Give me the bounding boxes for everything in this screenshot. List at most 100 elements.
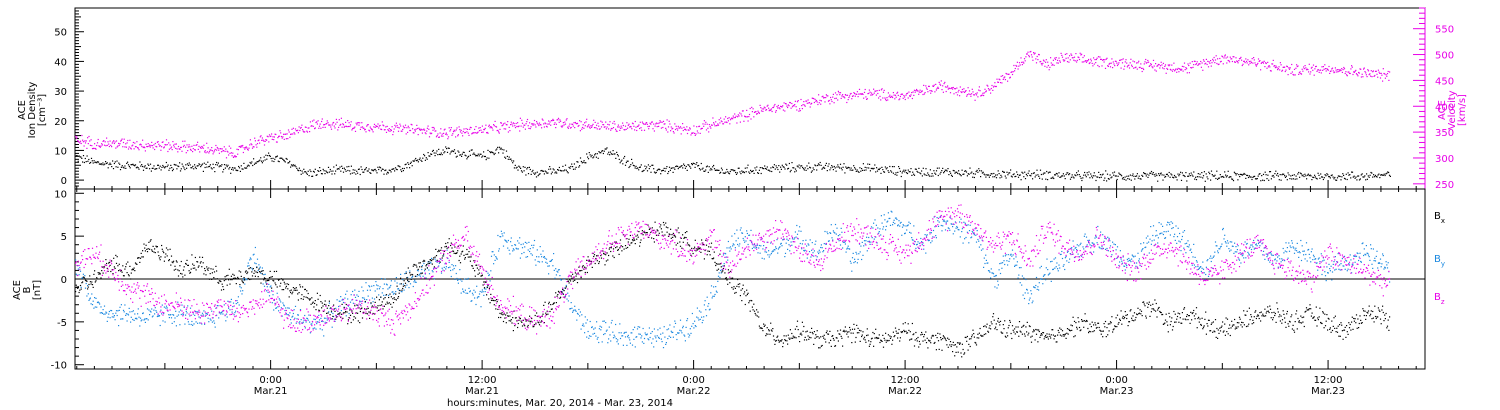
data-point <box>1152 172 1154 174</box>
data-point <box>372 169 374 171</box>
data-point <box>1248 60 1250 63</box>
data-point <box>115 140 118 142</box>
data-point <box>572 166 574 168</box>
data-point <box>152 315 154 317</box>
data-point <box>860 245 862 247</box>
data-point <box>457 279 459 281</box>
data-point <box>880 89 882 91</box>
data-point <box>657 329 659 331</box>
data-point <box>848 96 850 99</box>
data-point <box>508 126 510 128</box>
data-point <box>900 93 902 96</box>
data-point <box>1095 58 1097 61</box>
data-point <box>877 168 879 170</box>
data-point <box>251 161 253 163</box>
data-point <box>1229 56 1231 58</box>
data-point <box>117 145 119 147</box>
data-point <box>1148 65 1150 67</box>
data-point <box>1101 65 1103 67</box>
data-point <box>781 106 783 108</box>
data-point <box>1185 67 1187 69</box>
data-point <box>564 295 567 297</box>
data-point <box>826 95 828 97</box>
data-point <box>1249 62 1251 64</box>
data-point <box>449 130 451 132</box>
data-point <box>732 245 734 247</box>
data-point <box>1328 176 1330 178</box>
data-point <box>182 140 184 142</box>
data-point <box>228 307 230 309</box>
data-point <box>76 136 78 138</box>
data-point <box>1153 174 1155 176</box>
data-point <box>93 307 95 309</box>
data-point <box>333 166 335 168</box>
data-point <box>1353 71 1355 73</box>
data-point <box>218 317 220 319</box>
data-point <box>992 272 994 274</box>
data-point <box>1377 76 1379 78</box>
data-point <box>331 124 333 126</box>
data-point <box>495 126 498 128</box>
data-point <box>207 161 209 163</box>
data-point <box>658 337 660 339</box>
data-point <box>210 149 212 151</box>
data-point <box>1149 64 1151 67</box>
data-point <box>1363 68 1365 70</box>
data-point <box>1226 56 1229 58</box>
data-point <box>262 283 264 285</box>
data-point <box>270 135 272 137</box>
data-point <box>973 94 975 96</box>
data-point <box>532 169 534 171</box>
data-point <box>712 117 714 119</box>
data-point <box>929 90 931 92</box>
data-point <box>607 153 609 155</box>
data-point <box>1103 61 1105 63</box>
data-point <box>1101 246 1103 248</box>
data-point <box>174 317 176 319</box>
data-point <box>1133 67 1135 69</box>
data-point <box>79 142 81 144</box>
data-point <box>911 92 913 94</box>
data-point <box>223 304 225 306</box>
data-point <box>854 167 856 169</box>
data-point <box>245 146 247 148</box>
data-point <box>282 302 284 304</box>
data-point <box>328 311 330 313</box>
data-point <box>1103 240 1105 242</box>
data-point <box>821 168 823 170</box>
data-point <box>303 319 305 321</box>
data-point <box>385 169 387 171</box>
data-point <box>1091 177 1094 179</box>
velocity-y-tick-label: 450 <box>1435 76 1454 87</box>
data-point <box>576 319 578 321</box>
data-point <box>440 272 443 274</box>
data-point <box>501 233 503 235</box>
data-point <box>619 162 621 164</box>
data-point <box>208 150 211 153</box>
data-point <box>857 96 859 98</box>
data-point <box>141 164 143 166</box>
data-point <box>873 222 875 224</box>
data-point <box>892 96 894 99</box>
data-point <box>879 95 881 97</box>
data-point <box>531 123 533 125</box>
data-point <box>849 169 851 171</box>
data-point <box>378 168 380 171</box>
data-point <box>629 342 631 344</box>
data-point <box>572 310 574 312</box>
data-point <box>617 124 619 126</box>
data-point <box>347 120 349 122</box>
data-point <box>1110 62 1112 64</box>
data-point <box>78 155 80 157</box>
data-point <box>129 167 131 169</box>
data-point <box>140 165 142 167</box>
data-point <box>216 149 218 151</box>
data-point <box>505 124 507 126</box>
data-point <box>529 168 531 171</box>
data-point <box>235 169 237 171</box>
data-point <box>1049 272 1051 274</box>
data-point <box>527 173 530 175</box>
data-point <box>1069 173 1071 175</box>
data-point <box>345 315 347 317</box>
data-point <box>247 265 249 267</box>
